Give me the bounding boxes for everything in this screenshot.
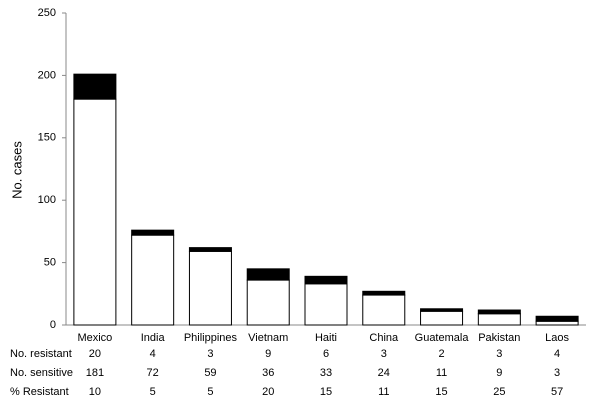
bar-segment bbox=[246, 268, 290, 281]
bar-segment bbox=[362, 290, 406, 296]
x-tick-label: Philippines bbox=[184, 332, 238, 344]
table-value: 9 bbox=[496, 367, 502, 379]
table-value: 10 bbox=[89, 386, 101, 398]
x-tick-label: Guatemala bbox=[415, 332, 470, 344]
x-tick-label: China bbox=[369, 332, 399, 344]
x-tick-label: India bbox=[141, 332, 166, 344]
bar-segment bbox=[188, 247, 232, 252]
row-label: No. sensitive bbox=[10, 367, 73, 379]
table-value: 3 bbox=[554, 367, 560, 379]
x-tick-label: Haiti bbox=[315, 332, 337, 344]
bar-segment bbox=[131, 234, 175, 326]
x-tick-label: Pakistan bbox=[478, 332, 520, 344]
table-value: 57 bbox=[551, 386, 563, 398]
bar-segment bbox=[304, 275, 348, 285]
bar-segment bbox=[535, 315, 579, 322]
table-value: 5 bbox=[207, 386, 213, 398]
bar-segment bbox=[304, 283, 348, 326]
y-tick-label: 0 bbox=[50, 319, 56, 331]
table-value: 2 bbox=[438, 348, 444, 360]
y-tick-label: 100 bbox=[38, 194, 56, 206]
table-value: 15 bbox=[320, 386, 332, 398]
table-value: 5 bbox=[150, 386, 156, 398]
x-tick-label: Laos bbox=[545, 332, 569, 344]
table-value: 59 bbox=[204, 367, 216, 379]
table-value: 3 bbox=[207, 348, 213, 360]
y-tick-label: 50 bbox=[44, 257, 56, 269]
bar-segment bbox=[362, 294, 406, 326]
table-value: 3 bbox=[496, 348, 502, 360]
table-value: 6 bbox=[323, 348, 329, 360]
table-value: 11 bbox=[378, 386, 389, 398]
table-value: 24 bbox=[378, 367, 390, 379]
bar-segment bbox=[420, 308, 464, 312]
y-tick-label: 150 bbox=[38, 132, 56, 144]
y-tick-label: 250 bbox=[38, 7, 56, 19]
table-value: 4 bbox=[150, 348, 156, 360]
bar-segment bbox=[246, 279, 290, 326]
table-value: 33 bbox=[320, 367, 332, 379]
row-label: % Resistant bbox=[10, 386, 69, 398]
table-value: 11 bbox=[436, 367, 447, 379]
bar-segment bbox=[188, 250, 232, 326]
table-value: 15 bbox=[435, 386, 447, 398]
row-label: No. resistant bbox=[10, 348, 72, 360]
y-axis-title: No. cases bbox=[9, 141, 24, 199]
bar-segment bbox=[535, 320, 579, 326]
table-value: 20 bbox=[89, 348, 101, 360]
bar-segment bbox=[420, 310, 464, 326]
table-value: 4 bbox=[554, 348, 560, 360]
y-tick-label: 200 bbox=[38, 69, 56, 81]
table-value: 9 bbox=[265, 348, 271, 360]
bar-segment bbox=[73, 98, 117, 326]
bar-segment bbox=[477, 313, 521, 326]
table-value: 72 bbox=[147, 367, 159, 379]
x-tick-label: Vietnam bbox=[248, 332, 288, 344]
table-value: 3 bbox=[381, 348, 387, 360]
bar-segment bbox=[131, 229, 175, 236]
table-value: 20 bbox=[262, 386, 274, 398]
table-value: 181 bbox=[86, 367, 104, 379]
bar-segment bbox=[477, 309, 521, 315]
table-value: 25 bbox=[493, 386, 505, 398]
table-value: 36 bbox=[262, 367, 274, 379]
x-tick-label: Mexico bbox=[77, 332, 112, 344]
bar-segment bbox=[73, 73, 117, 100]
